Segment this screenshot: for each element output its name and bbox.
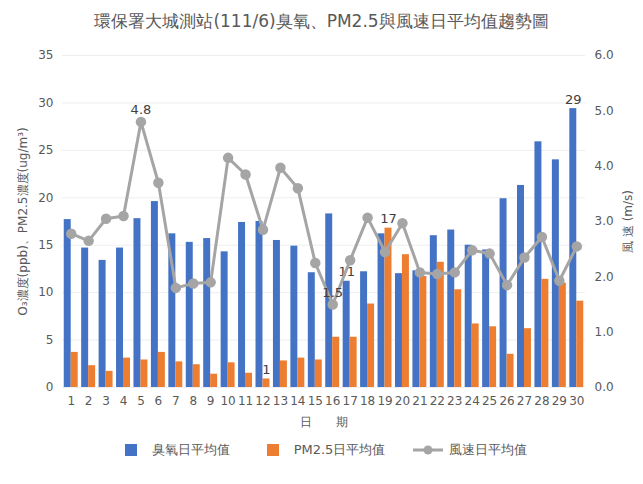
- svg-text:13: 13: [273, 394, 288, 408]
- svg-text:1.5: 1.5: [322, 285, 343, 300]
- html-text:風速日平均值: 風速日平均值: [449, 442, 528, 457]
- svg-text:24: 24: [465, 394, 480, 408]
- svg-text:1: 1: [262, 362, 270, 377]
- svg-text:11: 11: [338, 264, 355, 280]
- svg-text:21: 21: [412, 394, 427, 408]
- svg-text:16: 16: [325, 394, 340, 408]
- svg-text:0.0: 0.0: [595, 380, 614, 394]
- svg-text:2.0: 2.0: [595, 270, 614, 284]
- svg-text:3.0: 3.0: [595, 214, 614, 228]
- svg-text:22: 22: [430, 394, 445, 408]
- svg-text:19: 19: [377, 394, 392, 408]
- svg-text:0: 0: [46, 380, 54, 394]
- svg-text:2: 2: [85, 394, 93, 408]
- svg-text:5: 5: [137, 394, 145, 408]
- svg-text:7: 7: [172, 394, 180, 408]
- svg-text:12: 12: [255, 394, 270, 408]
- svg-text:5: 5: [46, 333, 54, 347]
- svg-text:1: 1: [67, 394, 75, 408]
- html-text:PM2.5日平均值: PM2.5日平均值: [293, 442, 386, 457]
- svg-text:1.0: 1.0: [595, 325, 614, 339]
- svg-text:17: 17: [343, 394, 358, 408]
- svg-text:6.0: 6.0: [595, 48, 614, 62]
- svg-text:4.8: 4.8: [131, 102, 152, 117]
- svg-text:29: 29: [565, 92, 582, 107]
- svg-text:27: 27: [517, 394, 532, 408]
- svg-text:10: 10: [38, 285, 53, 299]
- svg-text:18: 18: [360, 394, 375, 408]
- html-text:臭氧日平均值: 臭氧日平均值: [151, 442, 230, 457]
- svg-text:4.0: 4.0: [595, 159, 614, 173]
- svg-text:6: 6: [155, 394, 163, 408]
- svg-text:25: 25: [38, 143, 53, 157]
- svg-text:20: 20: [395, 394, 410, 408]
- svg-text:20: 20: [38, 191, 53, 205]
- svg-text:日 期: 日 期: [300, 415, 348, 429]
- svg-text:23: 23: [447, 394, 462, 408]
- svg-text:28: 28: [534, 394, 549, 408]
- html-text:環保署大城測站(111/6)臭氧、PM2.5與風速日平均值趨: 環保署大城測站(111/6)臭氧、PM2.5與風速日平均值趨勢圖: [94, 11, 549, 31]
- svg-text:14: 14: [290, 394, 305, 408]
- svg-text:30: 30: [38, 96, 53, 110]
- svg-text:25: 25: [482, 394, 497, 408]
- svg-text:風 速 (m/s): 風 速 (m/s): [621, 190, 635, 253]
- svg-text:3: 3: [102, 394, 110, 408]
- svg-text:26: 26: [499, 394, 514, 408]
- svg-text:15: 15: [38, 238, 53, 252]
- svg-text:30: 30: [569, 394, 584, 408]
- svg-text:10: 10: [220, 394, 235, 408]
- svg-text:4: 4: [120, 394, 128, 408]
- svg-text:8: 8: [189, 394, 197, 408]
- svg-text:11: 11: [238, 394, 253, 408]
- svg-text:17: 17: [380, 211, 397, 226]
- svg-text:O₃濃度(ppb)、PM2.5濃度(ug/m³): O₃濃度(ppb)、PM2.5濃度(ug/m³): [16, 127, 30, 315]
- svg-text:9: 9: [207, 394, 215, 408]
- svg-text:5.0: 5.0: [595, 104, 614, 118]
- svg-text:35: 35: [38, 48, 53, 62]
- svg-text:15: 15: [308, 394, 323, 408]
- svg-text:29: 29: [552, 394, 567, 408]
